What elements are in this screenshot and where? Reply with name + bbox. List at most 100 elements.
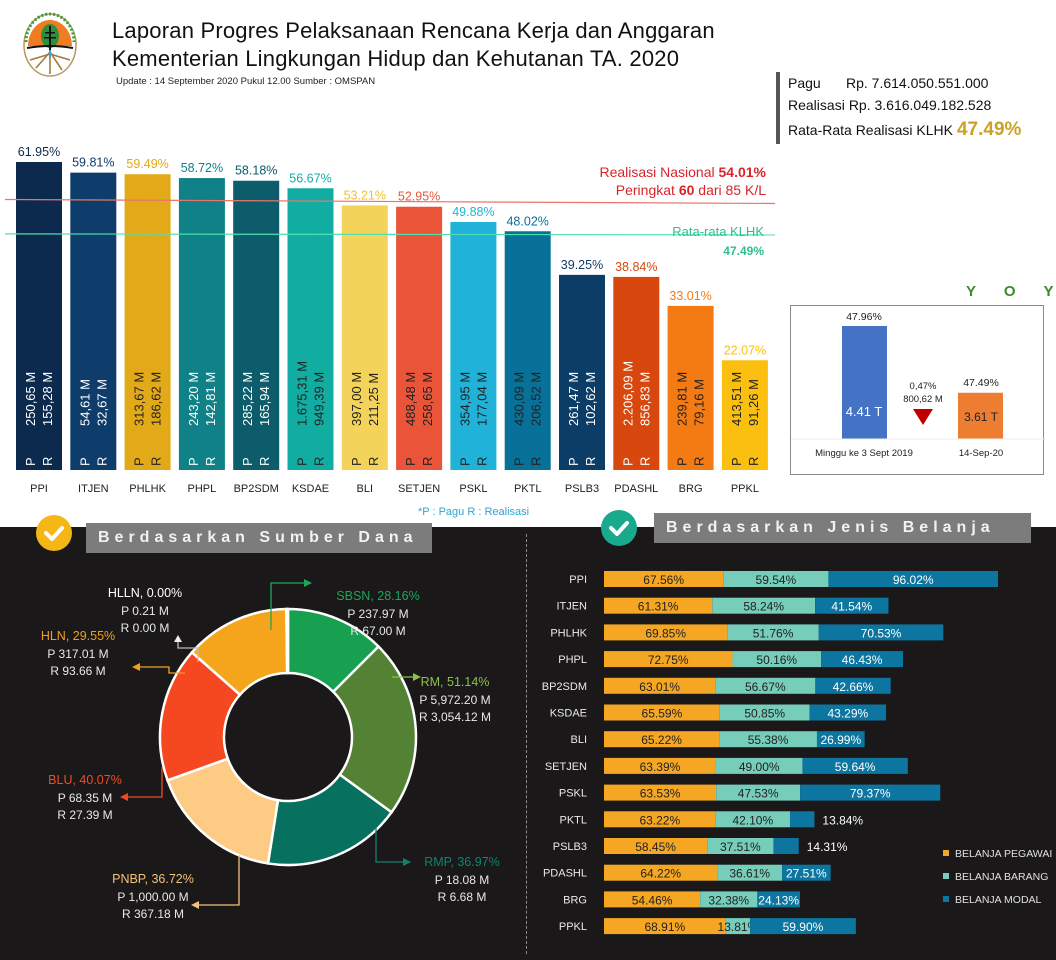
segment-value: 47.53% bbox=[738, 787, 779, 801]
segment-belanja-barang bbox=[719, 731, 817, 748]
yoy-category-2020: 14-Sep-20 bbox=[959, 448, 1003, 459]
klhk-reference-value: 47.49% bbox=[723, 244, 764, 258]
yoy-chart: 47.96% 4.41 T 0,47% 800,62 M 47.49% 3.61… bbox=[790, 305, 1045, 475]
yoy-value-2020: 3.61 T bbox=[964, 410, 998, 424]
segment-belanja-barang bbox=[716, 784, 801, 801]
bar-pagu-label: 430,09 M bbox=[512, 372, 527, 426]
segment-value: 27.51% bbox=[786, 867, 827, 881]
jenis-belanja-bar-chart: PPI 67.56% 59.54% 96.02% ITJEN 61.31% 58.24% 41… bbox=[542, 571, 1052, 935]
klhk-reference-line bbox=[4, 233, 776, 236]
leader-line bbox=[128, 767, 163, 798]
segment-value: 49.00% bbox=[739, 760, 780, 774]
segment-value: 63.22% bbox=[639, 813, 680, 827]
segment-belanja-pegawai bbox=[604, 597, 713, 614]
segment-value: 64.22% bbox=[640, 867, 681, 881]
segment-belanja-pegawai bbox=[604, 624, 728, 641]
category-label: PSKL bbox=[459, 483, 487, 495]
bar-pagu-label: 354,95 M bbox=[457, 372, 472, 426]
national-reference-label: Realisasi Nasional 54.01% bbox=[599, 164, 766, 180]
donut-realisasi: R 67.00 M bbox=[350, 624, 405, 638]
segment-belanja-barang bbox=[700, 891, 758, 908]
bar-p-marker: P bbox=[566, 457, 581, 466]
bar-value-label: 59.81% bbox=[72, 156, 114, 170]
segment-belanja-barang bbox=[707, 838, 774, 854]
segment-value: 36.61% bbox=[729, 867, 770, 881]
leader-line bbox=[199, 855, 240, 906]
segment-value: 24.13% bbox=[758, 893, 799, 907]
category-label: PDASHL bbox=[543, 868, 587, 880]
bar-r-marker: R bbox=[366, 457, 381, 466]
segment-belanja-barang bbox=[717, 864, 783, 881]
segment-value: 41.54% bbox=[831, 600, 872, 614]
segment-belanja-pegawai bbox=[604, 571, 724, 587]
bar-realisasi-label: 32,67 M bbox=[94, 379, 109, 426]
bar-p-marker: P bbox=[403, 457, 418, 466]
category-label: PSLB3 bbox=[553, 841, 587, 853]
pr-legend: *P : Pagu R : Realisasi bbox=[418, 506, 529, 518]
section-divider bbox=[526, 534, 527, 954]
segment-value: 58.45% bbox=[635, 840, 676, 854]
bar-bli bbox=[341, 205, 388, 470]
sumber-dana-donut-chart: SBSN, 28.16% P 237.97 M R 67.00 M RM, 51.14… bbox=[41, 579, 500, 921]
category-label: KSDAE bbox=[550, 708, 587, 720]
category-label: PSKL bbox=[559, 788, 587, 800]
segment-belanja-barang bbox=[723, 571, 829, 587]
category-label: PPI bbox=[569, 574, 587, 586]
bar-pagu-label: 243,20 M bbox=[186, 372, 201, 426]
legend-swatch bbox=[943, 850, 949, 856]
average-value: 47.49% bbox=[956, 119, 1022, 140]
segment-belanja-modal bbox=[757, 891, 800, 908]
category-label: BP2SDM bbox=[542, 681, 587, 693]
segment-value: 69.85% bbox=[645, 626, 686, 640]
legend-label: BELANJA MODAL bbox=[955, 894, 1042, 906]
bar-phpl bbox=[178, 178, 225, 470]
bar-pktl bbox=[504, 231, 551, 470]
segment-value: 79.37% bbox=[850, 787, 891, 801]
bar-p-marker: P bbox=[620, 457, 635, 466]
segment-value: 13.81% bbox=[718, 920, 759, 934]
segment-value: 51.76% bbox=[753, 626, 794, 640]
segment-belanja-barang bbox=[712, 597, 816, 614]
bar-r-marker: R bbox=[149, 457, 164, 466]
donut-realisasi: R 3,054.12 M bbox=[419, 710, 491, 724]
bar-r-marker: R bbox=[40, 457, 55, 466]
pagu-row: Pagu Rp. 7.614.050.551.000 bbox=[788, 72, 1046, 94]
donut-realisasi: R 367.18 M bbox=[122, 907, 184, 921]
donut-pagu: P 1,000.00 M bbox=[117, 890, 188, 904]
bar-value-label: 38.84% bbox=[615, 260, 657, 274]
arrow-icon bbox=[304, 579, 312, 587]
national-reference-line bbox=[4, 198, 776, 205]
segment-belanja-barang bbox=[715, 757, 803, 774]
segment-belanja-pegawai bbox=[604, 704, 720, 721]
bar-value-label: 52.95% bbox=[398, 190, 440, 204]
yoy-bar-2020 bbox=[958, 392, 1003, 439]
category-label: PSLB3 bbox=[565, 483, 599, 495]
bar-pagu-label: 261,47 M bbox=[566, 372, 581, 426]
bar-phlhk bbox=[124, 174, 171, 470]
segment-value: 55.38% bbox=[748, 733, 789, 747]
segment-belanja-modal bbox=[815, 677, 891, 694]
bar-realisasi-label: 91,26 M bbox=[746, 379, 761, 426]
yoy-title: Y O Y bbox=[966, 283, 1056, 300]
bar-pdashl bbox=[613, 276, 660, 470]
klhk-logo-icon bbox=[22, 12, 78, 78]
segment-value: 32.38% bbox=[708, 893, 749, 907]
donut-pagu: P 18.08 M bbox=[435, 873, 489, 887]
segment-value: 58.24% bbox=[743, 600, 784, 614]
segment-value: 42.10% bbox=[732, 813, 773, 827]
donut-realisasi: R 93.66 M bbox=[50, 664, 105, 678]
bar-value-label: 48.02% bbox=[506, 214, 548, 228]
bar-realisasi-label: 211,25 M bbox=[366, 373, 381, 426]
bar-r-marker: R bbox=[583, 457, 598, 466]
segment-value: 63.39% bbox=[640, 760, 681, 774]
arrow-icon bbox=[191, 901, 199, 909]
bar-r-marker: R bbox=[692, 457, 707, 466]
bar-p-marker: P bbox=[512, 457, 527, 466]
donut-pagu: P 237.97 M bbox=[347, 607, 408, 621]
donut-label-rmp: RMP, 36.97% bbox=[424, 855, 500, 869]
bar-value-label: 53.21% bbox=[344, 188, 386, 202]
bar-value-label: 33.01% bbox=[669, 289, 711, 303]
bar-value-label: 22.07% bbox=[724, 343, 766, 357]
page-title-line-1: Laporan Progres Pelaksanaan Rencana Kerj… bbox=[112, 18, 715, 43]
bar-r-marker: R bbox=[529, 457, 544, 466]
